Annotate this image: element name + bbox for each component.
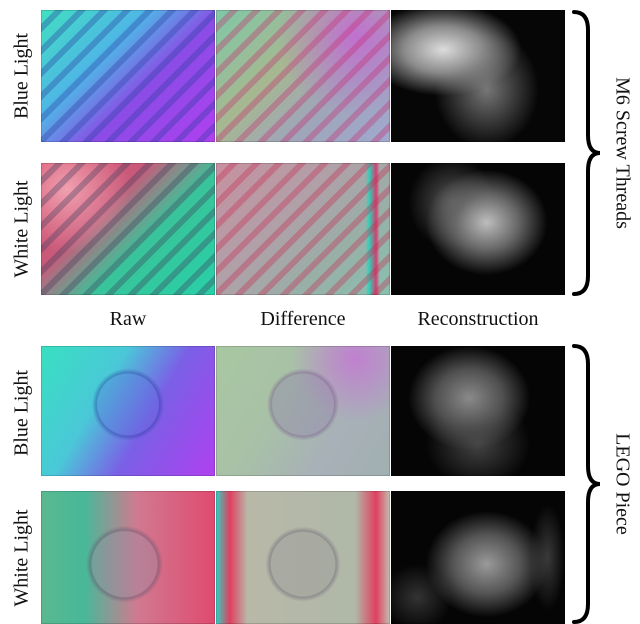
row-label-lego-white: White Light	[10, 509, 33, 607]
screw-white-reconstruction-image	[391, 163, 565, 295]
group-label-lego-piece: LEGO Piece	[611, 433, 634, 535]
lego-blue-reconstruction-image	[391, 346, 565, 476]
screw-blue-raw-image	[41, 10, 215, 142]
brace-lego-piece	[572, 344, 601, 624]
row-label-lego-blue: Blue Light	[10, 369, 33, 457]
screw-blue-reconstruction-image	[391, 10, 565, 142]
group-label-screw-threads: M6 Screw Threads	[611, 77, 634, 229]
lego-white-raw-image	[41, 491, 215, 624]
screw-white-difference-image	[216, 163, 390, 295]
column-label-raw: Raw	[109, 308, 147, 330]
screw-white-raw-image	[41, 163, 215, 295]
column-label-reconstruction: Reconstruction	[417, 308, 539, 330]
lego-blue-raw-image	[41, 346, 215, 476]
screw-blue-difference-image	[216, 10, 390, 142]
lego-blue-difference-image	[216, 346, 390, 476]
row-label-screw-blue: Blue Light	[10, 32, 33, 120]
column-label-difference: Difference	[260, 308, 346, 330]
brace-screw-threads	[572, 10, 601, 296]
row-label-screw-white: White Light	[10, 180, 33, 278]
lego-white-reconstruction-image	[391, 491, 565, 624]
lego-white-difference-image	[216, 491, 390, 624]
